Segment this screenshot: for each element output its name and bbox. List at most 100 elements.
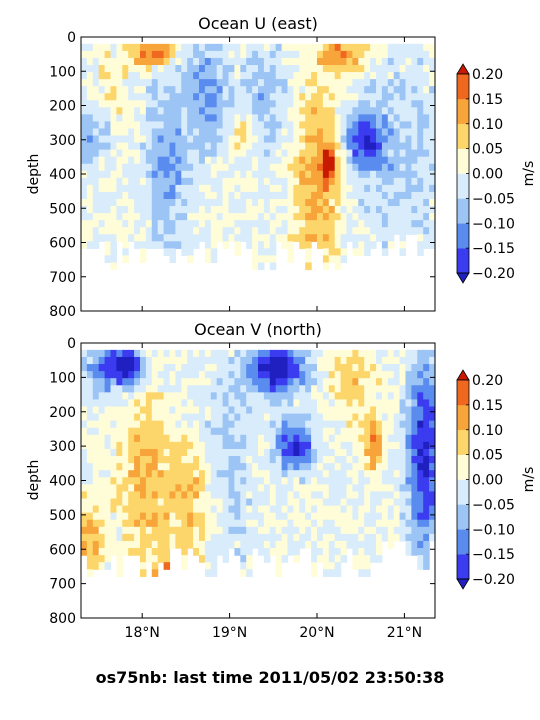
heatmap-cell [393,505,401,514]
heatmap-cell [199,198,206,207]
heatmap-cell [328,93,336,101]
heatmap-cell [417,72,424,80]
heatmap-cell [216,114,224,123]
heatmap-cell [228,184,235,193]
heatmap-cell [128,378,135,386]
heatmap-cell [181,378,188,386]
heatmap-cell [376,371,383,379]
heatmap-cell [92,57,100,66]
heatmap-cell [151,463,159,471]
heatmap-cell [387,128,395,137]
heatmap-cell [311,57,318,66]
heatmap-cell [86,43,94,52]
heatmap-cell [340,448,348,457]
heatmap-cell [417,107,424,115]
heatmap-cell [210,206,218,214]
heatmap-cell [151,392,159,401]
heatmap-cell [86,142,94,151]
heatmap-cell [199,72,206,80]
heatmap-cell [405,128,412,137]
heatmap-cell [163,170,171,179]
heatmap-cell [370,142,377,151]
heatmap-cell [405,519,412,528]
heatmap-cell [387,484,395,493]
heatmap-cell [423,121,430,130]
heatmap-cell [181,548,188,556]
heatmap-cell [293,463,300,471]
heatmap-cell [364,234,371,242]
heatmap-cell [364,477,371,485]
heatmap-cell [134,540,141,549]
heatmap-cell [411,378,418,386]
heatmap-cell [246,50,253,59]
heatmap-cell [163,406,171,415]
heatmap-cell [246,477,253,485]
heatmap-cell [293,512,300,521]
heatmap-cell [193,491,200,500]
heatmap-cell [376,114,383,123]
heatmap-cell [222,227,230,235]
heatmap-cell [199,477,206,485]
heatmap-cell [258,498,265,507]
heatmap-cell [328,512,336,521]
heatmap-cell [151,114,159,123]
heatmap-cell [311,191,318,200]
heatmap-cell [293,50,300,59]
heatmap-cell [175,512,182,521]
heatmap-cell [393,184,401,193]
heatmap-cell [228,142,235,151]
heatmap-field [81,43,435,271]
heatmap-cell [258,135,265,144]
heatmap-cell [246,135,253,144]
heatmap-cell [110,184,117,193]
heatmap-cell [381,441,389,450]
heatmap-cell [204,121,212,130]
heatmap-cell [334,555,342,563]
heatmap-cell [181,149,188,158]
heatmap-cell [340,364,348,372]
heatmap-cell [234,413,241,422]
heatmap-cell [169,227,176,235]
heatmap-cell [122,477,129,485]
heatmap-cell [199,505,206,514]
heatmap-cell [328,170,336,179]
heatmap-cell [258,128,265,137]
heatmap-cell [269,491,277,500]
heatmap-cell [128,135,135,144]
heatmap-cell [352,512,359,521]
heatmap-cell [181,406,188,415]
heatmap-cell [98,128,106,137]
heatmap-cell [181,427,188,436]
heatmap-cell [263,177,271,186]
heatmap-cell [293,107,300,115]
heatmap-cell [358,177,365,186]
heatmap-cell [311,206,318,214]
heatmap-cell [417,463,424,471]
heatmap-cell [187,107,194,115]
heatmap-cell [405,378,412,386]
heatmap-cell [293,413,300,422]
heatmap-cell [234,100,241,108]
y-tick-label: 0 [67,30,76,46]
heatmap-cell [275,50,283,59]
heatmap-cell [163,177,171,186]
heatmap-cell [151,484,159,493]
heatmap-cell [317,399,324,408]
heatmap-cell [140,385,147,393]
heatmap-cell [305,477,312,485]
heatmap-cell [104,65,112,73]
heatmap-cell [199,533,206,542]
heatmap-cell [252,198,259,207]
heatmap-cell [317,135,324,144]
heatmap-cell [216,385,224,393]
heatmap-cell [122,121,129,130]
heatmap-cell [81,191,88,200]
heatmap-cell [346,413,353,422]
heatmap-cell [387,114,395,123]
heatmap-cell [134,519,141,528]
heatmap-cell [346,491,353,500]
heatmap-cell [140,121,147,130]
heatmap-cell [287,121,294,130]
heatmap-cell [317,371,324,379]
heatmap-cell [86,72,94,80]
